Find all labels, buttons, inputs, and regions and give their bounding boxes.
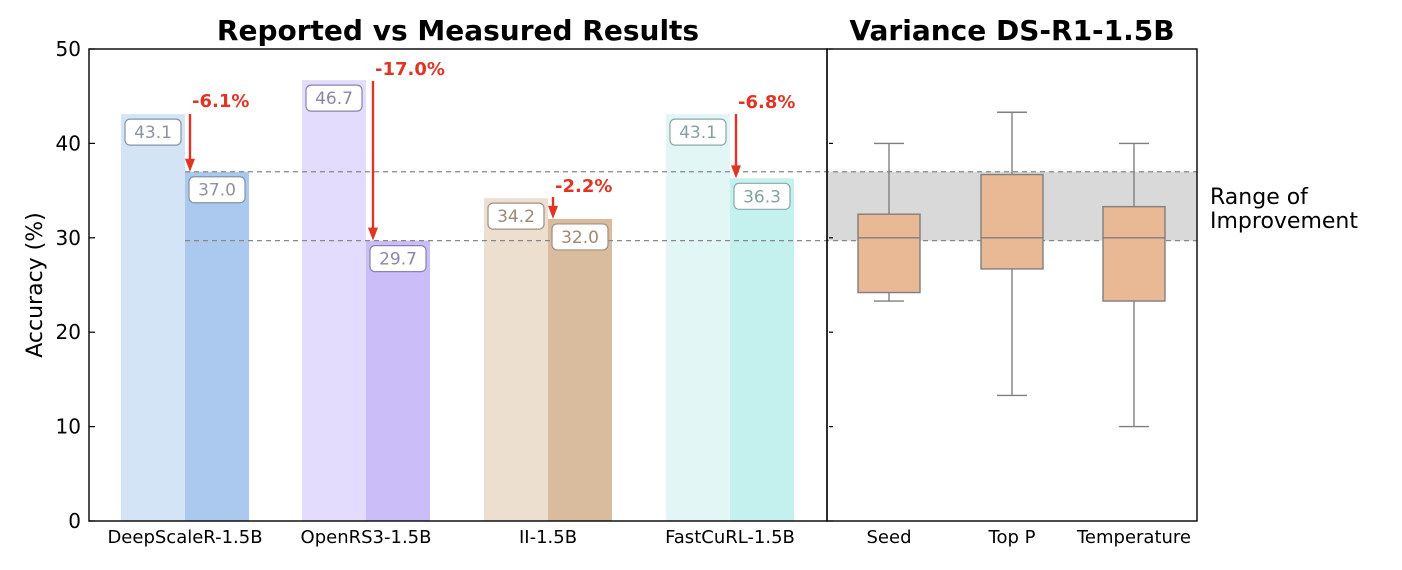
axes-layer: DeepScaleR-1.5B OpenRS3-1.5B II-1.5B FastCu…	[56, 37, 1198, 548]
box-axes-frame	[826, 48, 1198, 522]
x-tick-label-1: OpenRS3-1.5B	[301, 527, 432, 548]
measured-bar-1	[366, 240, 430, 521]
measured-value-label-2: 32.0	[561, 228, 599, 248]
measured-label-box-3	[733, 182, 791, 210]
y-tick-label-2: 20	[56, 320, 81, 344]
measured-value-label-1: 29.7	[379, 250, 417, 270]
x-tick-label-3: FastCuRL-1.5B	[665, 527, 795, 548]
reported-value-label-0: 43.1	[134, 123, 172, 143]
bar-layer	[121, 80, 794, 522]
box-body-0	[857, 213, 921, 294]
reference-lines-layer	[185, 171, 1197, 242]
drop-arrow-head-3	[731, 165, 741, 179]
measured-label-box-1	[369, 245, 427, 273]
box-x-tick-label-1: Top P	[988, 527, 1036, 548]
measured-label-box-2	[551, 223, 609, 251]
measured-bar-0	[185, 171, 249, 521]
box-chart-title: Variance DS-R1-1.5B	[849, 14, 1174, 47]
box-body-2	[1102, 205, 1166, 302]
measured-bar-2	[548, 218, 612, 522]
drop-label-2: -2.2%	[555, 176, 612, 197]
y-tick-label-4: 40	[56, 131, 81, 155]
reported-value-label-3: 43.1	[679, 123, 717, 143]
measured-bar-3	[730, 178, 794, 521]
reported-label-box-0	[124, 118, 182, 146]
measured-value-label-3: 36.3	[743, 187, 781, 207]
drop-label-0: -6.1%	[192, 91, 249, 112]
reported-value-label-2: 34.2	[497, 207, 535, 227]
measured-value-label-0: 37.0	[198, 181, 236, 201]
band-label-line-1: Range of	[1210, 185, 1309, 210]
reported-bar-2	[484, 198, 548, 522]
reported-value-label-1: 46.7	[315, 89, 353, 109]
reported-bar-1	[302, 80, 366, 521]
reported-label-box-2	[487, 202, 545, 230]
drop-label-3: -6.8%	[738, 92, 795, 113]
reported-bar-0	[121, 114, 185, 522]
x-tick-label-0: DeepScaleR-1.5B	[107, 527, 262, 548]
reported-label-box-3	[669, 118, 727, 146]
drop-arrow-head-0	[185, 158, 195, 172]
box-x-tick-label-2: Temperature	[1076, 527, 1191, 548]
drop-arrow-head-1	[368, 227, 378, 241]
drop-arrows-layer: -6.1% -17.0% -2.2% -6.8%	[185, 59, 795, 241]
y-tick-label-0: 0	[68, 509, 81, 533]
drop-label-1: -17.0%	[375, 59, 445, 80]
measured-label-box-0	[188, 176, 246, 204]
reported-label-box-1	[305, 84, 363, 112]
bar-chart-title: Reported vs Measured Results	[217, 14, 699, 47]
y-axis-label: Accuracy (%)	[23, 212, 48, 358]
box-body-1	[980, 173, 1044, 270]
band-label-line-2: Improvement	[1210, 209, 1358, 234]
drop-arrow-head-2	[548, 205, 558, 219]
x-tick-label-2: II-1.5B	[519, 527, 577, 548]
box-layer	[857, 111, 1166, 428]
y-tick-label-3: 30	[56, 226, 81, 250]
box-x-tick-label-0: Seed	[867, 527, 912, 548]
y-tick-label-5: 50	[56, 37, 81, 61]
y-tick-label-1: 10	[56, 415, 81, 439]
reported-bar-3	[666, 114, 730, 522]
value-labels-layer: 43.1 37.0 46.7 29.7 34.2 32.0 43.1 36.3	[124, 84, 791, 273]
